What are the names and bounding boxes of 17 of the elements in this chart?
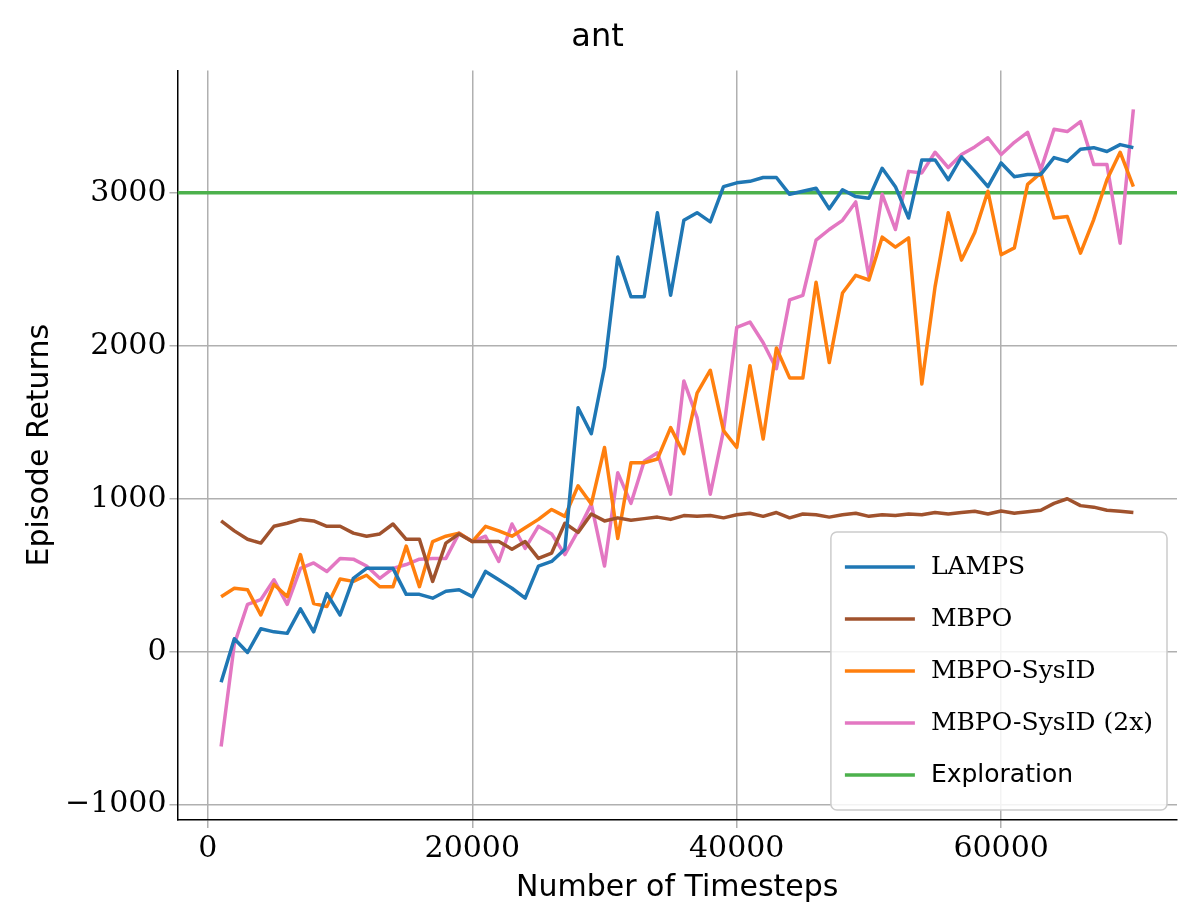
y-axis-title: Episode Returns	[19, 323, 55, 567]
x-tick-label: 60000	[953, 828, 1049, 864]
y-tick-label: 3000	[90, 172, 167, 208]
y-tick-label: 0	[147, 631, 167, 667]
legend-label: Exploration	[930, 758, 1074, 788]
legend-label: MBPO-SysID (2x)	[930, 706, 1153, 736]
y-tick-label: 2000	[90, 325, 167, 361]
x-tick-label: 20000	[424, 828, 521, 864]
legend-label: MBPO	[930, 602, 1013, 632]
x-axis-title: Number of Timesteps	[516, 867, 839, 903]
y-tick-label: 1000	[90, 478, 167, 514]
legend-label: MBPO-SysID	[930, 654, 1096, 684]
x-tick-label: 40000	[689, 828, 785, 864]
legend-label: LAMPS	[930, 550, 1026, 580]
chart-title: ant	[571, 15, 624, 54]
y-tick-label: −1000	[65, 784, 167, 820]
x-tick-label: 0	[198, 828, 218, 864]
